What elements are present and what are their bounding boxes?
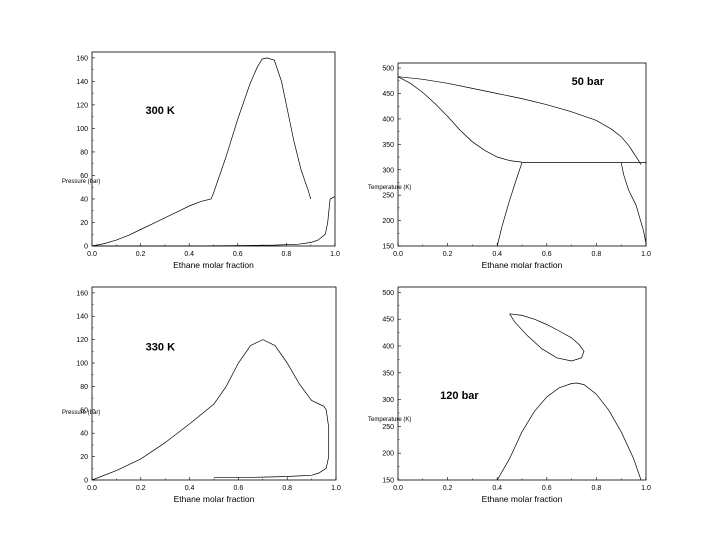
y-tick-label: 160 [76,290,88,297]
y-tick-label: 350 [382,370,394,377]
y-axis-title: Temperature (K) [368,185,411,191]
x-axis-title: Ethane molar fraction [482,494,563,504]
x-tick-label: 0.2 [136,485,146,492]
y-tick-label: 20 [80,454,88,461]
y-tick-label: 150 [382,244,394,251]
chart-panel-2: 0.0 0.2 0.4 0.6 0.8 1.0 150 200 250 300 350 400 450 5… [368,62,651,270]
x-tick-label: 0.6 [234,485,244,492]
series-line-1 [91,57,312,247]
x-tick-label: 0.0 [87,251,97,258]
plot-frame [397,62,647,247]
series-line-1 [397,76,642,165]
y-tick-label: 250 [382,424,394,431]
y-tick-label: 300 [382,397,394,404]
y-tick-label: 0 [84,244,88,251]
series-line-5 [620,162,647,244]
y-axis-title: Pressure (bar) [62,179,100,185]
x-tick-label: 1.0 [331,485,341,492]
x-tick-label: 0.8 [282,485,292,492]
y-tick-label: 250 [382,193,394,200]
y-tick-label: 120 [76,337,88,344]
series-line-1 [91,339,330,481]
y-tick-label: 300 [382,167,394,174]
series-line-2 [397,76,523,163]
x-tick-label: 0.8 [282,251,292,258]
plot-frame [91,51,336,247]
x-tick-label: 0.2 [443,485,453,492]
y-tick-label: 100 [76,126,88,133]
y-tick-label: 60 [80,173,88,180]
y-tick-label: 450 [382,91,394,98]
y-axis-title: Pressure (bar) [62,410,100,416]
x-axis-title: Ethane molar fraction [173,260,254,270]
y-tick-label: 140 [76,314,88,321]
y-tick-label: 0 [84,478,88,485]
x-tick-label: 0.4 [185,485,195,492]
x-tick-label: 0.0 [393,485,403,492]
y-tick-label: 120 [76,102,88,109]
condition-annotation: 50 bar [572,76,605,88]
y-tick-label: 500 [382,66,394,73]
y-tick-label: 160 [76,55,88,62]
x-axis-title: Ethane molar fraction [174,494,255,504]
y-tick-label: 450 [382,317,394,324]
y-tick-label: 200 [382,451,394,458]
plot-frame [397,286,647,481]
x-tick-label: 0.4 [184,251,194,258]
condition-annotation: 120 bar [440,390,479,402]
y-tick-label: 400 [382,116,394,123]
series-line-1 [509,313,585,362]
series-line-2 [496,382,642,481]
y-tick-label: 40 [80,431,88,438]
chart-panel-4: 0.0 0.2 0.4 0.6 0.8 1.0 150 200 250 300 350 400 450 5… [368,286,651,504]
x-tick-label: 1.0 [641,251,651,258]
x-tick-label: 0.2 [136,251,146,258]
x-tick-label: 0.6 [233,251,243,258]
y-tick-label: 400 [382,343,394,350]
x-tick-label: 1.0 [641,485,651,492]
y-tick-label: 20 [80,220,88,227]
x-tick-label: 0.2 [443,251,453,258]
y-tick-label: 100 [76,361,88,368]
x-tick-label: 0.4 [492,485,502,492]
x-tick-label: 0.6 [542,251,552,258]
x-tick-label: 0.8 [592,485,602,492]
series-line-2 [92,196,336,247]
y-axis-title: Temperature (K) [368,417,411,423]
condition-annotation: 330 K [146,342,175,354]
y-tick-label: 60 [80,407,88,414]
y-tick-label: 200 [382,218,394,225]
y-tick-label: 80 [80,384,88,391]
y-tick-label: 500 [382,290,394,297]
x-tick-label: 0.0 [87,485,97,492]
x-tick-label: 0.4 [492,251,502,258]
series-line-4 [496,162,523,247]
x-tick-label: 0.8 [592,251,602,258]
y-tick-label: 150 [382,478,394,485]
x-tick-label: 0.6 [542,485,552,492]
chart-panel-1: 0.0 0.2 0.4 0.6 0.8 1.0 0 20 40 60 80 100 120 140 160 E… [62,51,340,270]
chart-panel-3: 0.0 0.2 0.4 0.6 0.8 1.0 0 20 40 60 80 100 120 140 160 E… [62,286,341,504]
x-tick-label: 0.0 [393,251,403,258]
x-axis-title: Ethane molar fraction [482,260,563,270]
y-tick-label: 80 [80,149,88,156]
condition-annotation: 300 K [145,105,174,117]
x-tick-label: 1.0 [330,251,340,258]
y-tick-label: 350 [382,142,394,149]
y-tick-label: 140 [76,79,88,86]
y-tick-label: 40 [80,196,88,203]
